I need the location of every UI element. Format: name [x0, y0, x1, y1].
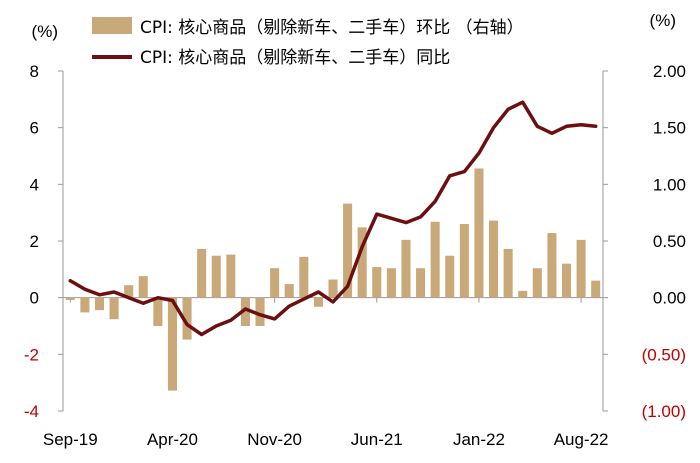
legend-line-label: CPI: 核心商品（剔除新车、二手车）同比 — [140, 48, 450, 68]
bar — [299, 256, 309, 298]
bar — [401, 239, 411, 298]
legend-bar-label: CPI: 核心商品（剔除新车、二手车）环比 （右轴） — [140, 18, 524, 38]
bar — [518, 290, 528, 298]
left-tick-label: 8 — [30, 62, 39, 81]
bar — [489, 220, 499, 298]
x-tick-label: Jan-22 — [453, 430, 505, 449]
bar — [138, 276, 148, 298]
bar — [197, 248, 207, 298]
bar — [445, 255, 455, 298]
bar-series — [65, 168, 601, 391]
left-tick-label: 2 — [30, 232, 39, 251]
x-tick-label: Apr-20 — [147, 430, 198, 449]
right-tick-label: 0.00 — [653, 289, 686, 308]
bar — [182, 297, 192, 340]
bar — [94, 297, 105, 311]
right-tick-label: (1.00) — [642, 402, 686, 421]
left-axis-unit: (%) — [32, 22, 58, 41]
bar — [284, 284, 294, 298]
bar — [270, 268, 280, 298]
bar — [255, 297, 265, 326]
bar — [167, 297, 177, 391]
right-tick-label: (0.50) — [642, 345, 686, 364]
tick-labels: -4 -2 0 2 4 6 8 (1.00) (0.50) 0.00 0.50 1.00 1.50 2.0… — [24, 62, 686, 449]
bar — [474, 168, 484, 298]
bar — [576, 239, 586, 298]
bar — [430, 221, 440, 298]
right-tick-label: 1.00 — [653, 175, 686, 194]
bar — [386, 268, 396, 298]
right-tick-label: 0.50 — [653, 232, 686, 251]
bar — [80, 297, 90, 313]
bar — [109, 297, 119, 320]
right-tick-label: 1.50 — [653, 119, 686, 138]
yoy-line — [68, 100, 598, 337]
bar — [343, 203, 353, 298]
bar — [240, 297, 250, 326]
bar — [503, 248, 513, 298]
bar — [226, 254, 236, 298]
bar — [124, 285, 134, 298]
bar — [328, 279, 338, 298]
bar — [416, 268, 426, 298]
bar — [561, 263, 572, 298]
bar — [153, 297, 163, 326]
bar — [313, 297, 323, 307]
bar — [547, 233, 557, 298]
right-tick-label: 2.00 — [653, 62, 686, 81]
left-tick-label: -4 — [24, 402, 39, 421]
bar — [357, 227, 367, 298]
left-tick-label: -2 — [24, 345, 39, 364]
left-tick-label: 0 — [30, 289, 39, 308]
bar — [591, 280, 601, 298]
left-tick-label: 4 — [30, 175, 39, 194]
bar — [65, 297, 75, 300]
x-tick-label: Jun-21 — [351, 430, 403, 449]
line-series — [68, 100, 598, 337]
x-tick-label: Sep-19 — [43, 430, 98, 449]
bar — [372, 267, 382, 298]
bar — [211, 255, 221, 298]
bar — [459, 224, 469, 298]
legend-bar-swatch — [92, 17, 132, 34]
x-tick-label: Nov-20 — [247, 430, 302, 449]
legend: CPI: 核心商品（剔除新车、二手车）环比 （右轴） CPI: 核心商品（剔除新… — [92, 17, 524, 68]
x-tick-label: Aug-22 — [554, 430, 609, 449]
bar — [532, 268, 542, 298]
right-axis-unit: (%) — [650, 11, 676, 30]
axes — [58, 70, 608, 412]
left-tick-label: 6 — [30, 119, 39, 138]
